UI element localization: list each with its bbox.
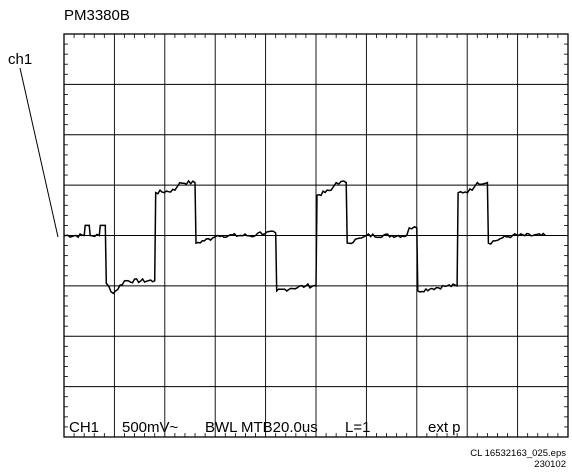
readout-trigger: ext p bbox=[428, 419, 461, 436]
channel-marker-leader bbox=[19, 67, 59, 238]
channel-marker-label: ch1 bbox=[8, 51, 32, 68]
file-date: 230102 bbox=[534, 459, 566, 470]
status-readout: CH1 500mV~ BWL MTB20.0us L=1 ext p bbox=[69, 419, 461, 436]
ch1-trace bbox=[64, 179, 546, 295]
readout-bandwidth: BWL bbox=[205, 419, 238, 436]
readout-channel: CH1 bbox=[69, 419, 99, 436]
instrument-title: PM3380B bbox=[64, 7, 130, 24]
readout-timebase: MTB20.0us bbox=[241, 419, 318, 436]
readout-volts-per-div: 500mV~ bbox=[122, 419, 179, 436]
graticule-ticks bbox=[64, 34, 568, 437]
readout-lines: L=1 bbox=[345, 419, 370, 436]
file-reference: CL 16532163_025.eps bbox=[470, 448, 566, 459]
